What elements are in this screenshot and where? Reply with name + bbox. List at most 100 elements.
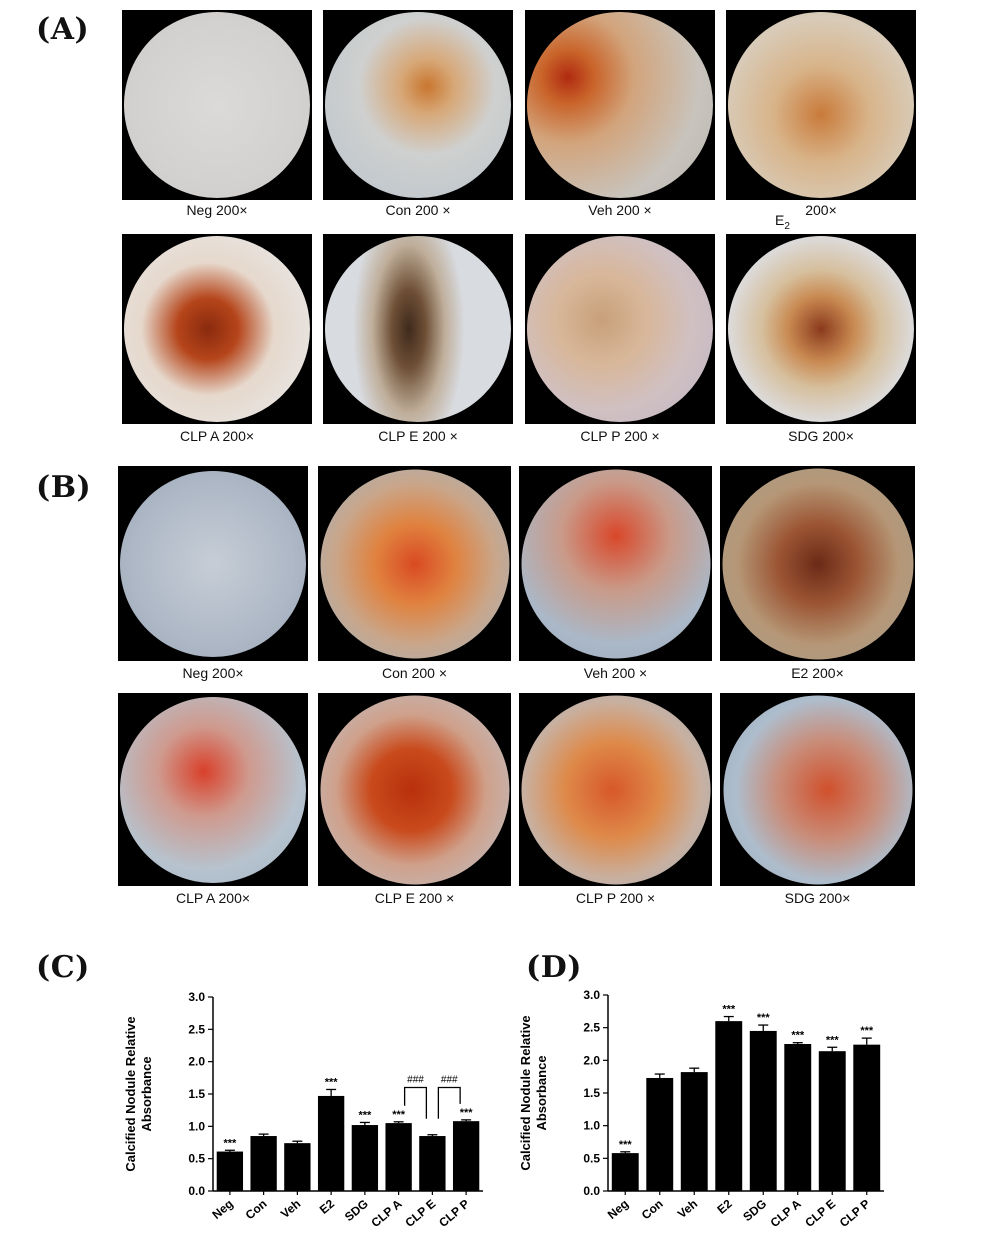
chart-c-xtick-3: E2 — [317, 1196, 337, 1216]
panel-a-micrograph-8 — [726, 234, 916, 424]
chart-c-bar-1 — [250, 1136, 277, 1191]
chart-c-bar-7 — [452, 1121, 480, 1191]
chart-c-ytick-1: 0.5 — [188, 1152, 205, 1166]
e2-letter: E — [775, 212, 785, 228]
panel-label-d: (D) — [526, 950, 582, 985]
panel-b-micrograph-4 — [720, 466, 915, 661]
chart-d-ytick-2: 1.0 — [583, 1119, 600, 1133]
chart-d-ytick-6: 3.0 — [583, 988, 600, 1002]
chart-c-ytick-2: 1.0 — [188, 1119, 205, 1133]
chart-c-bar-5 — [385, 1123, 412, 1191]
panel-b-micrograph-field-7 — [521, 695, 710, 884]
chart-c-ytick-4: 2.0 — [188, 1055, 205, 1069]
panel-a-micrograph-7 — [525, 234, 715, 424]
panel-b-micrograph-field-6 — [320, 695, 509, 884]
chart-c-sig-7: *** — [460, 1107, 474, 1119]
chart-c-xtick-7: CLP P — [436, 1197, 472, 1230]
chart-d-ytick-3: 1.5 — [583, 1086, 600, 1100]
chart-d-bar-2 — [680, 1072, 708, 1191]
panel-a-micrograph-4 — [726, 10, 916, 200]
chart-c: Calcified Nodule RelativeAbsorbance 0.0 0.… — [125, 990, 483, 1230]
panel-a-micrograph-2 — [323, 10, 513, 200]
panel-b-micrograph-7 — [519, 693, 712, 886]
panel-b-caption-8: SDG 200× — [784, 890, 851, 906]
panel-a-caption-3: Veh 200 × — [588, 202, 652, 218]
chart-c-bracket-label-0: ### — [407, 1075, 424, 1086]
panel-a-micrograph-field-5 — [124, 236, 310, 422]
panel-a-micrograph-3 — [525, 10, 715, 200]
panel-b-caption-2: Con 200 × — [382, 665, 447, 681]
panel-label-a: (A) — [36, 12, 90, 47]
panel-a-caption-6: CLP E 200 × — [378, 428, 458, 444]
chart-d-bar-3 — [715, 1021, 743, 1191]
chart-d-xtick-2: Veh — [675, 1197, 700, 1221]
panel-b-caption-7: CLP P 200 × — [575, 890, 656, 906]
chart-d-sig-4: *** — [757, 1012, 771, 1024]
panel-a-caption-7: CLP P 200 × — [580, 428, 660, 444]
chart-d-bar-0 — [611, 1153, 639, 1191]
panel-b-caption-6: CLP E 200 × — [374, 890, 455, 906]
chart-c-bracket-0 — [403, 1086, 428, 1119]
chart-d-xtick-3: E2 — [714, 1196, 734, 1216]
chart-d-ytick-0: 0.0 — [583, 1184, 600, 1198]
chart-c-xtick-6: CLP E — [402, 1197, 438, 1230]
chart-d-sig-6: *** — [826, 1034, 840, 1046]
chart-d-xtick-1: Con — [639, 1197, 666, 1223]
e2-subscript: 2 — [784, 220, 790, 232]
panel-label-c: (C) — [36, 950, 90, 985]
panel-b-caption-4: E2 200× — [791, 665, 844, 681]
chart-d-xtick-5: CLP A — [768, 1196, 804, 1230]
chart-c-bracket-label-1: ### — [441, 1075, 458, 1086]
panel-a-micrograph-field-3 — [527, 12, 713, 198]
chart-d-xtick-4: SDG — [740, 1197, 769, 1224]
chart-c-bar-3 — [317, 1095, 345, 1191]
panel-a-micrograph-field-1 — [124, 12, 310, 198]
panel-a-micrograph-5 — [122, 234, 312, 424]
chart-c-xtick-0: Neg — [209, 1197, 235, 1222]
panel-a-caption-8: SDG 200× — [788, 428, 854, 444]
chart-d: Calcified Nodule RelativeAbsorbance 0.0 0.… — [520, 988, 884, 1230]
chart-d-bar-1 — [646, 1077, 674, 1191]
panel-b-micrograph-field-3 — [521, 469, 710, 658]
chart-c-bar-6 — [419, 1136, 446, 1191]
chart-d-ytick-1: 0.5 — [583, 1151, 600, 1165]
panel-a-caption-5: CLP A 200× — [179, 428, 255, 444]
chart-c-ytick-5: 2.5 — [188, 1022, 205, 1036]
panel-b-micrograph-1 — [118, 466, 308, 661]
chart-c-sig-0: *** — [223, 1137, 237, 1149]
chart-c-bar-4 — [351, 1125, 379, 1191]
chart-c-ylabel: Calcified Nodule RelativeAbsorbance — [125, 1016, 154, 1171]
chart-c-xtick-4: SDG — [342, 1197, 371, 1224]
chart-d-ytick-4: 2.0 — [583, 1053, 600, 1067]
chart-d-bar-4 — [749, 1030, 777, 1191]
chart-c-ytick-3: 1.5 — [188, 1087, 205, 1101]
chart-d-ytick-5: 2.5 — [583, 1021, 600, 1035]
panel-a-caption-4: 200× — [805, 202, 837, 218]
panel-label-b: (B) — [36, 470, 92, 505]
panel-b-micrograph-6 — [318, 693, 511, 886]
chart-d-xtick-0: Neg — [605, 1197, 631, 1222]
chart-d-sig-3: *** — [722, 1004, 736, 1016]
chart-c-ytick-6: 3.0 — [188, 990, 205, 1004]
chart-d-bar-5 — [784, 1044, 812, 1191]
chart-d-xtick-6: CLP E — [802, 1197, 838, 1230]
panel-a-micrograph-1 — [122, 10, 312, 200]
panel-b-micrograph-2 — [318, 466, 511, 661]
panel-b-micrograph-3 — [519, 466, 712, 661]
chart-c-bar-0 — [216, 1151, 244, 1191]
chart-d-sig-0: *** — [619, 1139, 633, 1151]
chart-c-bracket-1 — [437, 1086, 461, 1119]
panel-b-micrograph-field-5 — [120, 696, 306, 883]
panel-b-caption-5: CLP A 200× — [175, 890, 251, 906]
panel-a-micrograph-6 — [323, 234, 513, 424]
panel-b-caption-1: Neg 200× — [182, 665, 244, 681]
panel-b-caption-3: Veh 200 × — [583, 665, 648, 681]
chart-c-sig-5: *** — [392, 1109, 406, 1121]
chart-c-sig-4: *** — [358, 1109, 372, 1121]
panel-a-caption-1: Neg 200× — [186, 202, 248, 218]
chart-d-bar-6 — [818, 1051, 846, 1191]
chart-d-ylabel: Calcified Nodule RelativeAbsorbance — [520, 1015, 549, 1170]
chart-d-sig-7: *** — [860, 1025, 874, 1037]
chart-c-xtick-2: Veh — [278, 1197, 303, 1221]
chart-d-xtick-7: CLP P — [837, 1197, 873, 1230]
